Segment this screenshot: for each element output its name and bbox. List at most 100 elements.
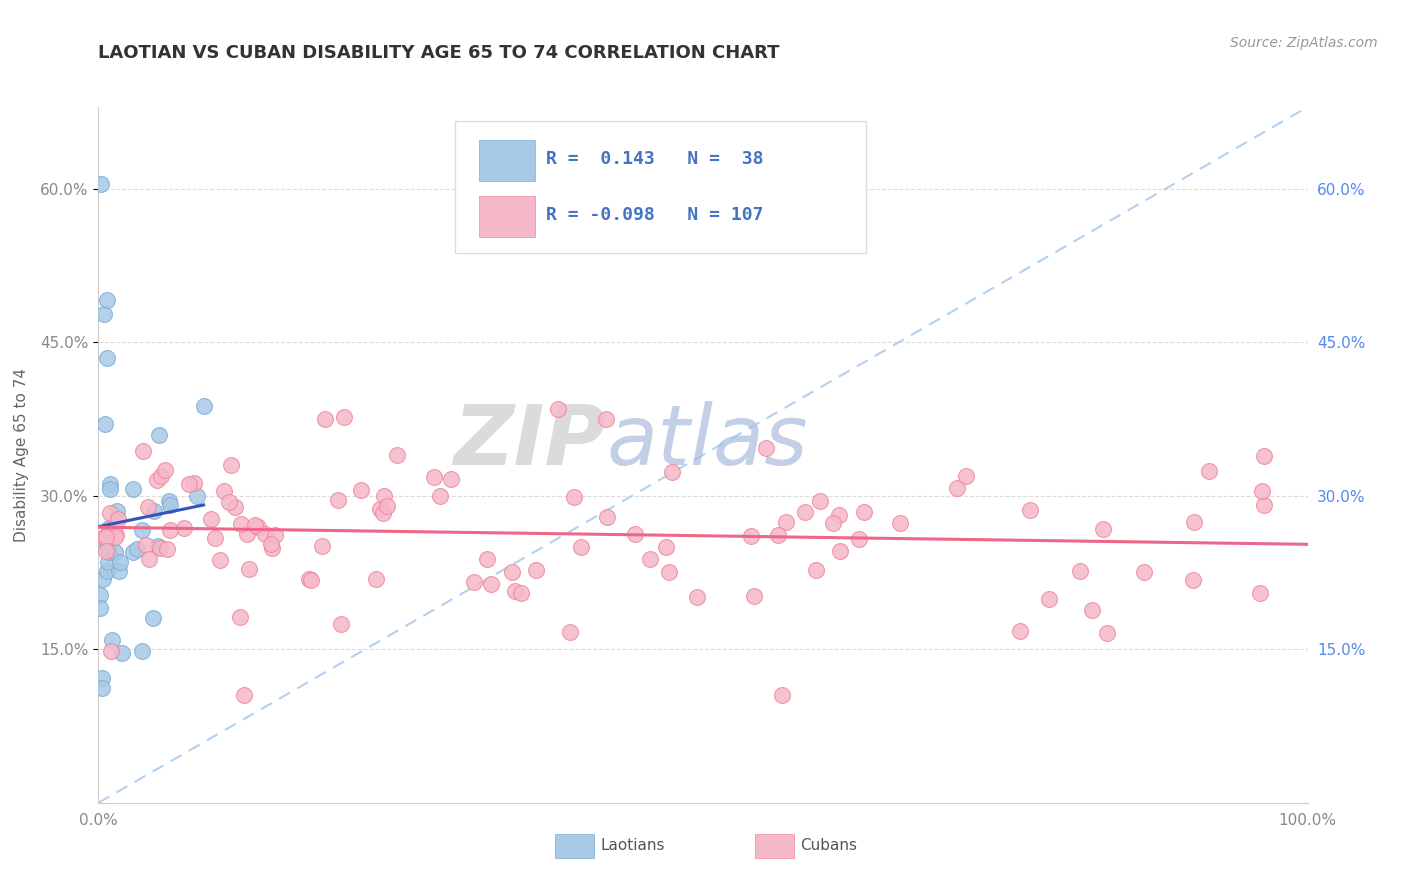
Text: LAOTIAN VS CUBAN DISABILITY AGE 65 TO 74 CORRELATION CHART: LAOTIAN VS CUBAN DISABILITY AGE 65 TO 74… [98, 45, 780, 62]
Point [509, 586, 531, 600]
Point [155, 462, 177, 476]
Point [98, 482, 121, 496]
Point [955, 469, 977, 483]
Point [655, 540, 678, 554]
Point [1091, 522, 1114, 536]
Point [94, 530, 117, 544]
Point [423, 470, 446, 484]
Point [463, 574, 485, 589]
Point [1198, 464, 1220, 478]
Point [479, 576, 502, 591]
Point [150, 468, 173, 483]
Point [232, 689, 254, 703]
Point [330, 617, 353, 632]
Point [624, 526, 647, 541]
FancyBboxPatch shape [755, 834, 794, 858]
FancyBboxPatch shape [479, 196, 534, 237]
Point [740, 529, 762, 543]
FancyBboxPatch shape [456, 121, 866, 253]
Point [375, 499, 398, 513]
Point [96, 351, 118, 365]
Point [260, 541, 283, 555]
Point [204, 531, 226, 545]
Point [766, 528, 789, 542]
Text: ZIP: ZIP [454, 401, 606, 482]
Point [661, 465, 683, 479]
Point [98, 476, 121, 491]
Point [254, 527, 277, 541]
Point [236, 526, 259, 541]
Point [135, 538, 157, 552]
Point [364, 572, 387, 586]
Point [505, 583, 527, 598]
Text: Laotians: Laotians [600, 838, 665, 854]
Point [830, 543, 852, 558]
Point [314, 412, 336, 426]
Point [945, 481, 967, 495]
Point [260, 536, 283, 550]
Text: atlas: atlas [606, 401, 808, 482]
Point [218, 495, 240, 509]
Point [89, 601, 111, 615]
Point [808, 494, 831, 508]
Point [775, 515, 797, 529]
Point [91, 533, 114, 547]
Point [127, 541, 149, 556]
Point [264, 528, 287, 542]
Point [1249, 586, 1271, 600]
Y-axis label: Disability Age 65 to 74: Disability Age 65 to 74 [14, 368, 30, 542]
FancyBboxPatch shape [555, 834, 595, 858]
Point [156, 542, 179, 557]
Point [91, 681, 114, 695]
Point [524, 564, 547, 578]
Point [110, 555, 132, 569]
Point [97, 555, 120, 569]
Point [770, 689, 793, 703]
Point [229, 610, 252, 624]
Point [186, 489, 208, 503]
Point [96, 293, 118, 308]
Point [90, 672, 112, 686]
Point [89, 588, 111, 602]
Point [136, 500, 159, 514]
Point [1253, 498, 1275, 512]
Point [97, 539, 120, 553]
Point [149, 541, 172, 555]
Point [148, 428, 170, 442]
Point [349, 483, 371, 498]
Text: Cubans: Cubans [800, 838, 856, 854]
Point [97, 521, 120, 535]
Point [1182, 515, 1205, 529]
Point [146, 473, 169, 487]
Point [569, 540, 592, 554]
Point [173, 521, 195, 535]
Point [219, 458, 242, 472]
Point [93, 530, 115, 544]
Point [96, 564, 118, 578]
Point [111, 647, 134, 661]
Point [429, 489, 451, 503]
Point [373, 506, 395, 520]
Point [122, 482, 145, 496]
Point [370, 502, 392, 516]
Point [333, 410, 356, 425]
Point [1251, 483, 1274, 498]
Point [131, 644, 153, 658]
Point [328, 492, 350, 507]
Point [742, 589, 765, 603]
Point [93, 572, 115, 586]
Point [794, 505, 817, 519]
Point [1019, 503, 1042, 517]
Point [889, 516, 911, 530]
Point [142, 610, 165, 624]
Text: Source: ZipAtlas.com: Source: ZipAtlas.com [1230, 36, 1378, 50]
Point [208, 553, 231, 567]
Point [122, 544, 145, 558]
Point [229, 516, 252, 531]
Point [1010, 624, 1032, 638]
Point [1038, 592, 1060, 607]
Point [100, 644, 122, 658]
Text: R = -0.098   N = 107: R = -0.098 N = 107 [546, 206, 763, 224]
Point [560, 624, 582, 639]
Point [755, 441, 778, 455]
